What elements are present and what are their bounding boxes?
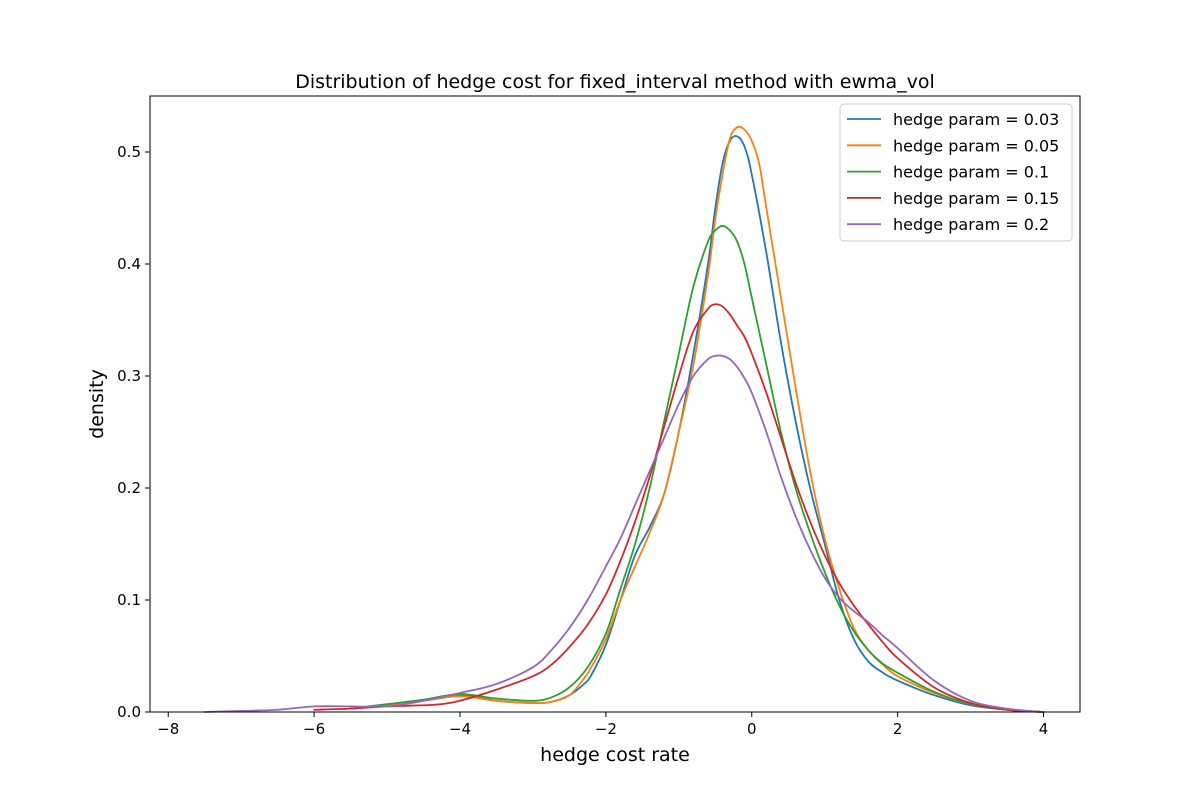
y-tick-label: 0.3 (117, 367, 141, 385)
y-axis: 0.0 0.1 0.2 0.3 0.4 0.5 (117, 143, 150, 721)
y-axis-label: density (86, 369, 108, 439)
chart-title: Distribution of hedge cost for fixed_int… (295, 71, 935, 93)
x-tick-label: 2 (893, 720, 903, 738)
x-tick-label: −2 (595, 720, 617, 738)
x-tick-label: 4 (1039, 720, 1049, 738)
y-tick-label: 0.2 (117, 479, 141, 497)
legend-label-2: hedge param = 0.05 (893, 136, 1059, 155)
series-line-4 (313, 303, 1045, 713)
y-tick-label: 0.5 (117, 143, 141, 161)
x-axis: −8 −6 −4 −2 0 2 4 (157, 712, 1048, 738)
legend-label-4: hedge param = 0.15 (893, 189, 1059, 208)
legend-frame (839, 103, 1073, 242)
x-axis-label: hedge cost rate (540, 744, 690, 766)
y-tick-label: 0.1 (117, 591, 141, 609)
x-tick-label: −8 (157, 720, 179, 738)
axes-frame (149, 95, 1081, 713)
legend-label-5: hedge param = 0.2 (893, 215, 1049, 234)
plot-area (203, 125, 1045, 713)
series-line-5 (203, 354, 1045, 713)
y-tick-label: 0.4 (117, 255, 141, 273)
y-tick-label: 0.0 (117, 703, 141, 721)
legend: hedge param = 0.03 hedge param = 0.05 hedg… (839, 103, 1073, 242)
legend-label-3: hedge param = 0.1 (893, 163, 1049, 182)
x-tick-label: −6 (303, 720, 325, 738)
legend-label-1: hedge param = 0.03 (893, 110, 1059, 129)
x-tick-label: 0 (747, 720, 757, 738)
series-line-3 (349, 225, 1045, 713)
x-tick-label: −4 (449, 720, 471, 738)
